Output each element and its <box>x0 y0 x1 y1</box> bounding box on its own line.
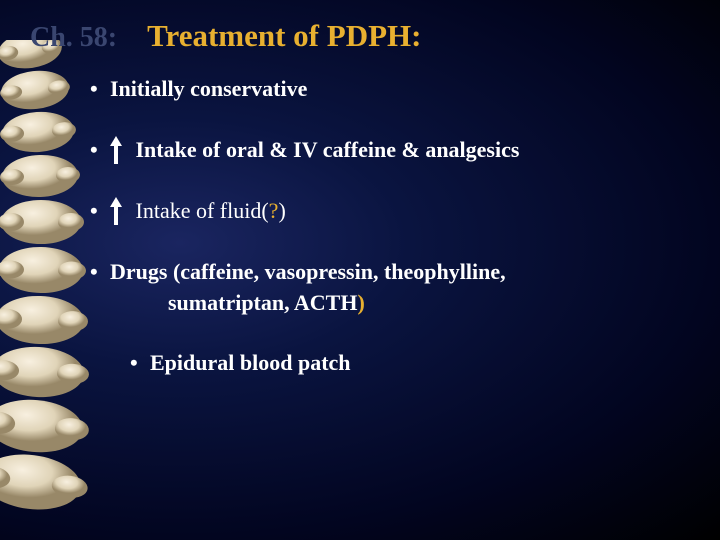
treatment-list: Initially conservative Intake of oral & … <box>30 74 690 379</box>
bullet-text: Intake of oral & IV caffeine & analgesic… <box>136 137 520 162</box>
question-mark: ? <box>269 198 279 223</box>
bullet-epidural: Epidural blood patch <box>130 348 690 379</box>
slide-header: Ch. 58: Treatment of PDPH: <box>30 18 690 54</box>
bullet-fluid: Intake of fluid(?) <box>90 196 690 227</box>
bullet-text-line1: Drugs (caffeine, vasopressin, theophylli… <box>110 259 506 284</box>
up-arrow-icon <box>110 136 122 164</box>
drugs-continued: sumatriptan, ACTH <box>168 290 357 315</box>
slide-title: Treatment of PDPH: <box>147 18 421 54</box>
bullet-text-prefix: Intake of fluid( <box>136 198 269 223</box>
up-arrow-icon <box>110 197 122 225</box>
bullet-text: Epidural blood patch <box>150 350 351 375</box>
closing-paren: ) <box>357 290 364 315</box>
bullet-drugs: Drugs (caffeine, vasopressin, theophylli… <box>90 257 690 319</box>
bullet-caffeine-analgesics: Intake of oral & IV caffeine & analgesic… <box>90 135 690 166</box>
slide-content: Ch. 58: Treatment of PDPH: Initially con… <box>0 0 720 429</box>
bullet-text: Initially conservative <box>110 76 307 101</box>
chapter-label: Ch. 58: <box>30 22 117 54</box>
bullet-text-line2: sumatriptan, ACTH) <box>110 288 690 319</box>
bullet-text-suffix: ) <box>278 198 285 223</box>
bullet-conservative: Initially conservative <box>90 74 690 105</box>
